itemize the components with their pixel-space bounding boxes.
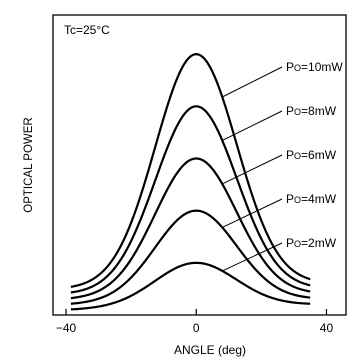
series-label-subscript: O [294, 107, 301, 117]
series-label-value: =10mW [301, 60, 343, 74]
series-leader-line [222, 242, 283, 272]
series-label-subscript: O [294, 63, 301, 73]
series-curves [70, 53, 311, 311]
y-axis-label: OPTICAL POWER [23, 117, 35, 212]
series-line [70, 157, 311, 300]
series-label-prefix: P [286, 104, 294, 118]
series-label-subscript: O [294, 151, 301, 161]
series-label-prefix: P [286, 236, 294, 250]
series-label-prefix: P [286, 60, 294, 74]
series-label-prefix: P [286, 192, 294, 206]
annotation-temperature: Tc=25°C [64, 23, 110, 37]
series-label: PO=8mW [286, 104, 337, 118]
x-tick-label: 0 [193, 321, 200, 335]
series-label-subscript: O [294, 195, 301, 205]
x-ticks: −40 0 40 [56, 309, 334, 335]
series-line [70, 105, 311, 294]
series-leader-line [222, 198, 283, 228]
series-leader-line [222, 154, 283, 185]
x-axis-label: ANGLE (deg) [174, 343, 246, 357]
series-label-value: =2mW [301, 236, 337, 250]
series-label: PO=10mW [286, 60, 343, 74]
series-line [70, 209, 311, 305]
series-label: PO=2mW [286, 236, 337, 250]
x-tick-label: 40 [320, 321, 334, 335]
series-label-value: =6mW [301, 148, 337, 162]
series-label: PO=4mW [286, 192, 337, 206]
series-label-value: =8mW [301, 104, 337, 118]
series-label-value: =4mW [301, 192, 337, 206]
series-label-prefix: P [286, 148, 294, 162]
series-label-subscript: O [294, 239, 301, 249]
plot-frame [52, 14, 347, 316]
series-line [70, 261, 311, 311]
series-line [70, 53, 311, 288]
series-leader-line [222, 66, 283, 98]
series-label: PO=6mW [286, 148, 337, 162]
x-tick-label: −40 [56, 321, 77, 335]
series-leader-line [222, 110, 283, 141]
